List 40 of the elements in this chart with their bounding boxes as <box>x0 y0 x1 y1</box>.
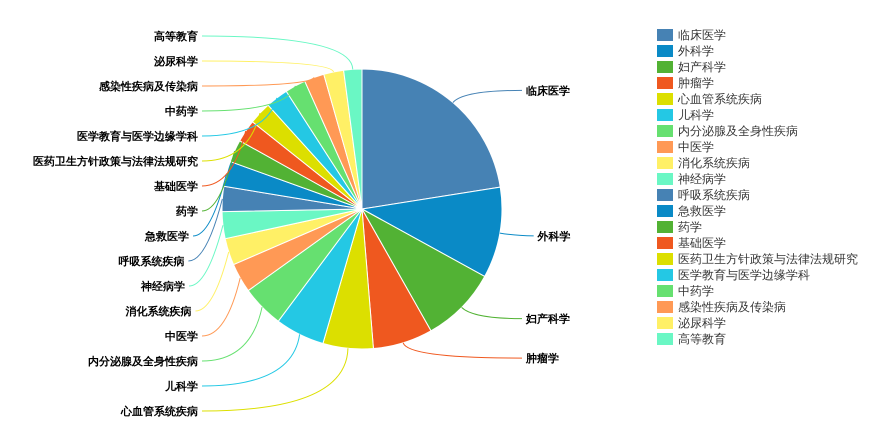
legend-label: 心血管系统疾病 <box>677 92 762 106</box>
legend-label: 肿瘤学 <box>678 76 714 90</box>
slice-label: 医药卫生方针政策与法律法规研究 <box>33 155 198 168</box>
legend-label: 消化系统疾病 <box>678 156 750 170</box>
legend-label: 儿科学 <box>678 108 714 122</box>
legend-label: 医学教育与医学边缘学科 <box>678 268 810 282</box>
slice-label: 呼吸系统疾病 <box>118 255 184 268</box>
slice-label: 临床医学 <box>526 84 570 98</box>
legend-label: 临床医学 <box>678 28 726 42</box>
slice-label: 基础医学 <box>153 180 198 193</box>
slice-label: 药学 <box>175 205 198 218</box>
legend-label: 妇产科学 <box>678 60 726 74</box>
legend-label: 药学 <box>678 220 702 234</box>
slice-label: 儿科学 <box>164 380 198 393</box>
legend-label: 医药卫生方针政策与法律法规研究 <box>678 252 858 266</box>
slice-label: 外科学 <box>536 230 571 243</box>
legend-label: 神经病学 <box>678 172 726 186</box>
legend-label: 基础医学 <box>678 236 726 250</box>
legend-label: 外科学 <box>678 44 714 58</box>
legend-label: 泌尿科学 <box>678 316 726 330</box>
legend-label: 呼吸系统疾病 <box>678 188 750 202</box>
slice-label: 肿瘤学 <box>525 352 559 366</box>
slice-label: 中医学 <box>165 330 198 343</box>
slice-label: 神经病学 <box>140 280 186 293</box>
slice-label: 消化系统疾病 <box>124 305 192 318</box>
legend-label: 中药学 <box>678 284 714 298</box>
slice-label: 感染性疾病及传染病 <box>98 80 198 93</box>
legend-label: 中医学 <box>678 140 714 154</box>
slice-label: 内分泌腺及全身性疾病 <box>88 355 198 368</box>
legend-label: 急救医学 <box>677 204 726 218</box>
legend-label: 高等教育 <box>678 332 726 346</box>
legend-label: 感染性疾病及传染病 <box>678 300 786 314</box>
slice-label: 高等教育 <box>154 30 198 43</box>
slice-label: 妇产科学 <box>525 312 570 326</box>
slice-label: 医学教育与医学边缘学科 <box>77 130 198 143</box>
slice-label: 心血管系统疾病 <box>120 405 198 418</box>
slice-label: 中药学 <box>165 105 198 118</box>
slice-label: 泌尿科学 <box>153 55 198 68</box>
legend-label: 内分泌腺及全身性疾病 <box>678 124 798 138</box>
slice-label: 急救医学 <box>144 230 190 243</box>
